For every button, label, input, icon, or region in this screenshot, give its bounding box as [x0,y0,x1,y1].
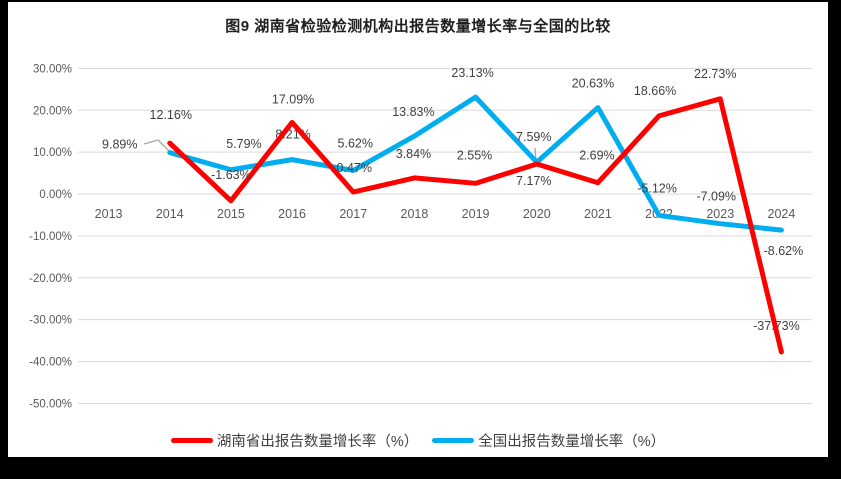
legend-item-hunan: 湖南省出报告数量增长率（%） [170,430,419,451]
hunan-line-marker-icon [170,438,213,443]
legend-item-national: 全国出报告数量增长率（%） [432,430,665,451]
legend-label-national: 全国出报告数量增长率（%） [478,434,666,450]
legend-label-hunan: 湖南省出报告数量增长率（%） [216,434,419,450]
legend: 湖南省出报告数量增长率（%） 全国出报告数量增长率（%） [8,430,828,451]
national-line-marker-icon [432,438,475,443]
chart-title: 图9 湖南省检验检测机构出报告数量增长率与全国的比较 [225,18,611,35]
chart-canvas [8,2,828,457]
